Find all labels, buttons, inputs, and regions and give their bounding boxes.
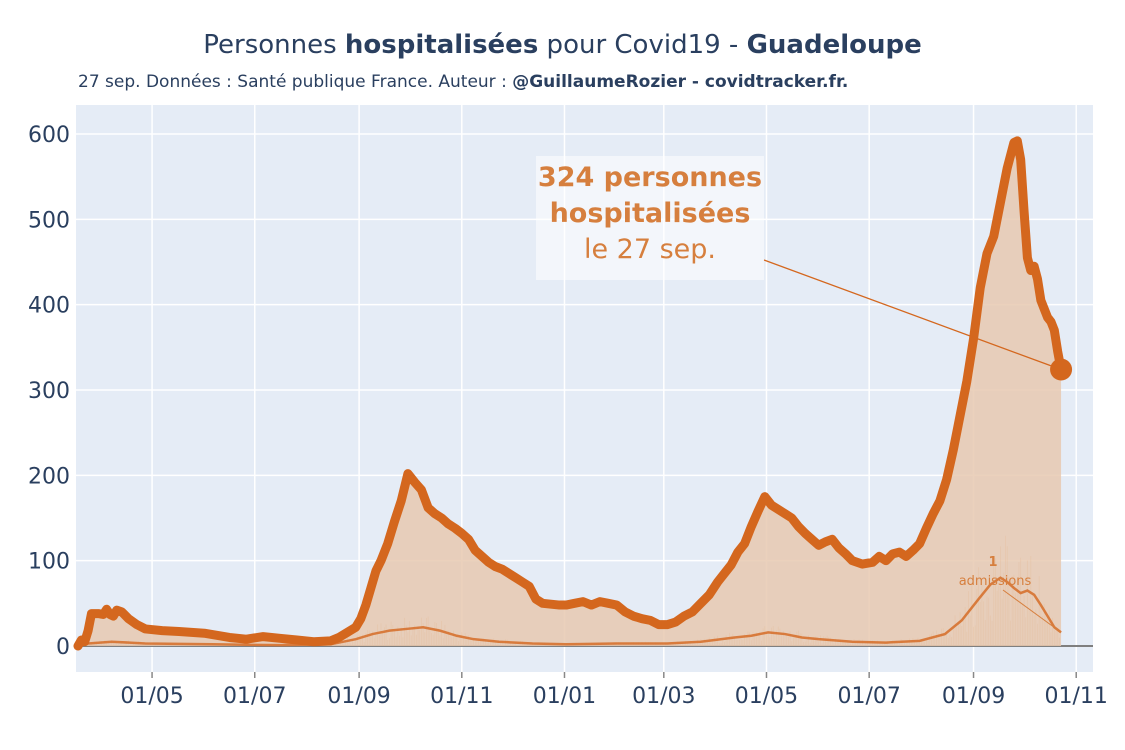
last-value-marker — [1050, 358, 1073, 381]
title-pre: Personnes — [203, 30, 345, 60]
x-tick-label: 01/07 — [837, 684, 900, 709]
title-bold: hospitalisées — [344, 30, 539, 60]
y-tick-label: 600 — [28, 123, 70, 148]
x-tick-label: 01/09 — [942, 684, 1005, 709]
subtitle-pre: 27 sep. Données : Santé publique France.… — [78, 72, 513, 92]
y-tick-label: 300 — [28, 379, 70, 404]
y-tick-label: 100 — [28, 550, 70, 575]
chart-title: Personnes hospitalisées pour Covid19 - G… — [0, 30, 1125, 60]
admissions-connector — [1002, 589, 1062, 633]
title-mid: pour Covid19 - — [538, 30, 747, 60]
x-tick-label: 01/05 — [735, 684, 798, 709]
x-axis: 01/05 01/07 01/09 01/11 01/01 01/03 01/05 01/07… — [120, 684, 1108, 709]
annotation-connector — [763, 259, 1062, 371]
y-axis: 0 100 200 300 400 500 600 — [28, 123, 70, 660]
chart-subtitle: 27 sep. Données : Santé publique France.… — [78, 72, 848, 92]
y-tick-label: 400 — [28, 294, 70, 319]
x-tick-label: 01/11 — [430, 684, 493, 709]
annotation-line-2: hospitalisées — [549, 198, 751, 229]
annotation-line-1: 324 personnes — [537, 162, 763, 193]
title-region: Guadeloupe — [746, 30, 922, 60]
y-tick-label: 500 — [28, 208, 70, 233]
x-tick-label: 01/07 — [223, 684, 286, 709]
subtitle-author: @GuillaumeRozier - covidtracker.fr. — [512, 72, 849, 92]
y-tick-label: 200 — [28, 464, 70, 489]
annotation-line-3: le 27 sep. — [583, 234, 717, 265]
admissions-value-label: 1 — [988, 555, 997, 570]
x-tick-label: 01/09 — [327, 684, 390, 709]
series-layer — [73, 136, 1066, 651]
x-tick-label: 01/03 — [632, 684, 695, 709]
x-tick-label: 01/11 — [1045, 684, 1108, 709]
admissions-line — [77, 576, 1062, 647]
annotation-box: 324 personnes hospitalisées le 27 sep. — [536, 156, 764, 280]
x-tick-label: 01/01 — [533, 684, 596, 709]
admissions-label: admissions — [959, 574, 1032, 589]
y-tick-label: 0 — [56, 635, 70, 660]
hospitalized-area — [78, 140, 1062, 646]
x-tick-label: 01/05 — [120, 684, 183, 709]
hospitalized-line — [73, 136, 1066, 651]
